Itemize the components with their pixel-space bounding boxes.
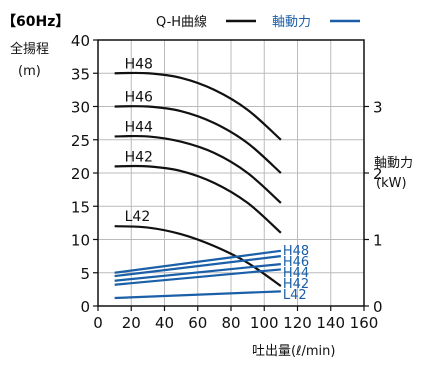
x-tick-label: 100 [250, 314, 279, 332]
series-lines [114, 71, 282, 300]
x-tick-label: 140 [316, 314, 345, 332]
x-axis-label: 吐出量(ℓ/min) [252, 344, 335, 359]
power-line-l42 [114, 290, 281, 300]
qh-curve-label-h44: H44 [125, 119, 153, 135]
x-tick-label: 0 [93, 314, 103, 332]
chart-title: 【60Hz】 [2, 14, 69, 30]
qh-curve-l42 [114, 225, 282, 287]
x-tick-label: 40 [155, 314, 174, 332]
qh-curve-label-h46: H46 [125, 90, 153, 106]
x-tick-label: 160 [350, 314, 379, 332]
y-left-tick-label: 20 [71, 165, 90, 183]
power-line-label-h42: H42 [283, 277, 309, 292]
y-left-tick-label: 40 [71, 32, 90, 50]
power-line-h46 [114, 255, 282, 278]
grid [97, 39, 365, 307]
qh-curve-h46 [114, 105, 282, 174]
legend-qh-label: Q-H曲線 [156, 14, 207, 30]
power-line-h48 [114, 249, 282, 274]
y-right-tick-label: 0 [373, 298, 383, 316]
power-line-label-h48: H48 [283, 244, 309, 259]
qh-curve-h42 [114, 164, 282, 234]
x-tick-label: 20 [122, 314, 141, 332]
tick-labels: 0 20 40 60 80 100 120 140 1600510152025303540012… [71, 32, 383, 332]
qh-curve-h48 [114, 71, 282, 141]
y-left-tick-label: 0 [80, 298, 90, 316]
y-right-tick-label: 1 [373, 232, 383, 250]
left-axis-label: 全揚程 [10, 41, 49, 57]
right-axis-unit: (kW) [376, 176, 407, 191]
y-left-tick-label: 15 [71, 198, 90, 216]
y-left-tick-label: 30 [71, 99, 90, 117]
power-line-label-h44: H44 [283, 266, 309, 281]
right-axis-label: 軸動力 [374, 156, 413, 171]
y-left-tick-label: 25 [71, 132, 90, 150]
x-tick-label: 60 [188, 314, 207, 332]
plot-frame [97, 39, 365, 307]
x-tick-label: 80 [221, 314, 240, 332]
power-line-label-h46: H46 [283, 255, 309, 270]
power-line-h42 [114, 268, 281, 286]
y-right-tick-label: 2 [373, 165, 383, 183]
qh-curve-label-h48: H48 [125, 56, 153, 72]
qh-curve-label-l42: L42 [125, 209, 151, 225]
power-line-h44 [114, 263, 281, 282]
left-axis-unit: (m) [18, 64, 41, 79]
y-left-tick-label: 10 [71, 232, 90, 250]
y-left-tick-label: 5 [80, 265, 90, 283]
legend-power-label: 軸動力 [272, 15, 311, 30]
y-right-tick-label: 3 [373, 99, 383, 117]
y-left-tick-label: 35 [71, 65, 90, 83]
power-line-label-l42: L42 [283, 288, 307, 303]
qh-curve-label-h42: H42 [125, 149, 153, 165]
x-tick-label: 120 [283, 314, 312, 332]
qh-curve-h44 [114, 134, 282, 204]
